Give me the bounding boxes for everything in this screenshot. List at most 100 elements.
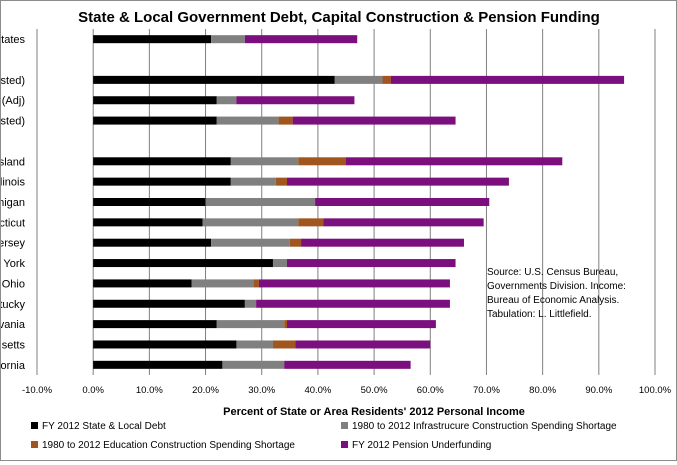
x-tick-label: 0.0% [82, 385, 104, 396]
bar-segment [253, 279, 259, 288]
bar-segment [205, 198, 316, 206]
legend-label: 1980 to 2012 Education Construction Spen… [42, 440, 295, 451]
category-label: Illinois [1, 177, 25, 189]
category-label: Connecticut [1, 217, 25, 229]
category-label: Michigan [1, 197, 25, 209]
x-tick-label: 80.0% [529, 385, 556, 396]
x-tick-label: 70.0% [473, 385, 500, 396]
bar-segment [284, 320, 288, 329]
bar-segment [298, 157, 346, 166]
category-label: NJ (Adjusted) [1, 116, 25, 128]
bar-segment [191, 279, 254, 288]
bar-segment [93, 75, 335, 84]
bar-segment [272, 340, 296, 349]
category-label: Ohio [2, 278, 25, 290]
category-label: Massachusetts [1, 339, 25, 351]
bar-segment [93, 157, 231, 166]
category-label: Rhode Island [1, 156, 25, 168]
x-tick-label: 100.0% [639, 385, 672, 396]
x-tick-label: -10.0% [22, 385, 53, 396]
bar-segment [258, 279, 450, 288]
bar-segment [93, 259, 273, 268]
bar-segment [93, 96, 217, 105]
bar-segment [292, 116, 456, 125]
bar-segment [284, 360, 411, 369]
bar-segment [295, 340, 431, 349]
category-label: New Jersey [1, 238, 25, 250]
category-label: California [1, 360, 26, 372]
legend-swatch [341, 441, 348, 448]
bar-segment [334, 75, 383, 84]
chart-title: State & Local Government Debt, Capital C… [78, 9, 600, 26]
bar-segment [287, 320, 436, 329]
bar-segment [256, 299, 450, 308]
x-axis-label: Percent of State or Area Residents' 2012… [223, 406, 525, 418]
annotation-line: Governments Division. Income: [487, 281, 626, 292]
x-tick-label: 20.0% [192, 385, 219, 396]
x-tick-labels: -10.0% 0.0% 10.0% 20.0% 30.0% 40.0% 50.0% 60.0%… [22, 385, 672, 396]
bar-segment [346, 157, 563, 166]
source-annotation: Source: U.S. Census Bureau, Governments D… [487, 267, 626, 320]
annotation-line: Tabulation: L. Littlefield. [487, 309, 592, 320]
bar-segment [301, 238, 464, 247]
bar-segment [93, 360, 223, 369]
bar-segment [323, 218, 484, 227]
bar-segment [244, 299, 257, 308]
legend-swatch [31, 422, 38, 429]
bar-segment [222, 360, 285, 369]
bar-segment [216, 320, 285, 329]
bar-segment [275, 177, 288, 186]
bar-segment [272, 259, 288, 268]
category-label: Pennsylvania [1, 319, 26, 331]
bar-segment [230, 157, 299, 166]
bar-segment [211, 238, 290, 247]
bar-segment [298, 218, 324, 227]
bar-segment [93, 35, 212, 44]
x-tick-label: 40.0% [304, 385, 331, 396]
bar-segment [315, 198, 490, 206]
bar-segment [93, 320, 217, 329]
bar-segment [390, 75, 625, 84]
category-labels: United States NYC (Adjusted) Rest of NY (A… [0, 34, 26, 372]
x-tick-label: 60.0% [417, 385, 444, 396]
bar-segment [236, 96, 355, 105]
category-label: Rest of NY (Adj) [1, 95, 25, 107]
annotation-line: Source: U.S. Census Bureau, [487, 267, 618, 278]
category-label: United States [1, 34, 25, 46]
bar-segment [216, 96, 237, 105]
bar-segment [216, 116, 279, 125]
bar-segment [211, 35, 245, 44]
legend-label: FY 2012 State & Local Debt [42, 421, 166, 432]
bar-segment [93, 198, 206, 206]
x-tick-label: 10.0% [136, 385, 163, 396]
x-tick-label: 90.0% [585, 385, 612, 396]
x-tick-label: 30.0% [248, 385, 275, 396]
bar-segment [278, 116, 293, 125]
bar-segment [93, 218, 203, 227]
bar-segment [244, 35, 358, 44]
bar-segment [287, 259, 456, 268]
bar-segment [236, 340, 273, 349]
bars [93, 35, 625, 369]
bar-segment [289, 238, 302, 247]
bar-segment [93, 299, 245, 308]
bar-segment [202, 218, 299, 227]
category-label: Kentucky [1, 299, 25, 311]
legend-label: FY 2012 Pension Underfunding [352, 440, 491, 451]
bar-segment [287, 177, 509, 186]
category-label: NYC (Adjusted) [1, 75, 25, 87]
category-label: New York [1, 258, 25, 270]
bar-segment [230, 177, 276, 186]
x-tick-label: 50.0% [361, 385, 388, 396]
bar-segment [93, 116, 217, 125]
bar-segment [93, 177, 231, 186]
legend-swatch [341, 422, 348, 429]
legend-label: 1980 to 2012 Infrastrucure Construction … [352, 421, 617, 432]
bar-segment [93, 340, 237, 349]
legend: FY 2012 State & Local Debt 1980 to 2012 I… [31, 421, 617, 451]
annotation-line: Bureau of Economic Analysis. [487, 295, 619, 306]
legend-swatch [31, 441, 38, 448]
bar-segment [382, 75, 391, 84]
bar-segment [93, 279, 192, 288]
